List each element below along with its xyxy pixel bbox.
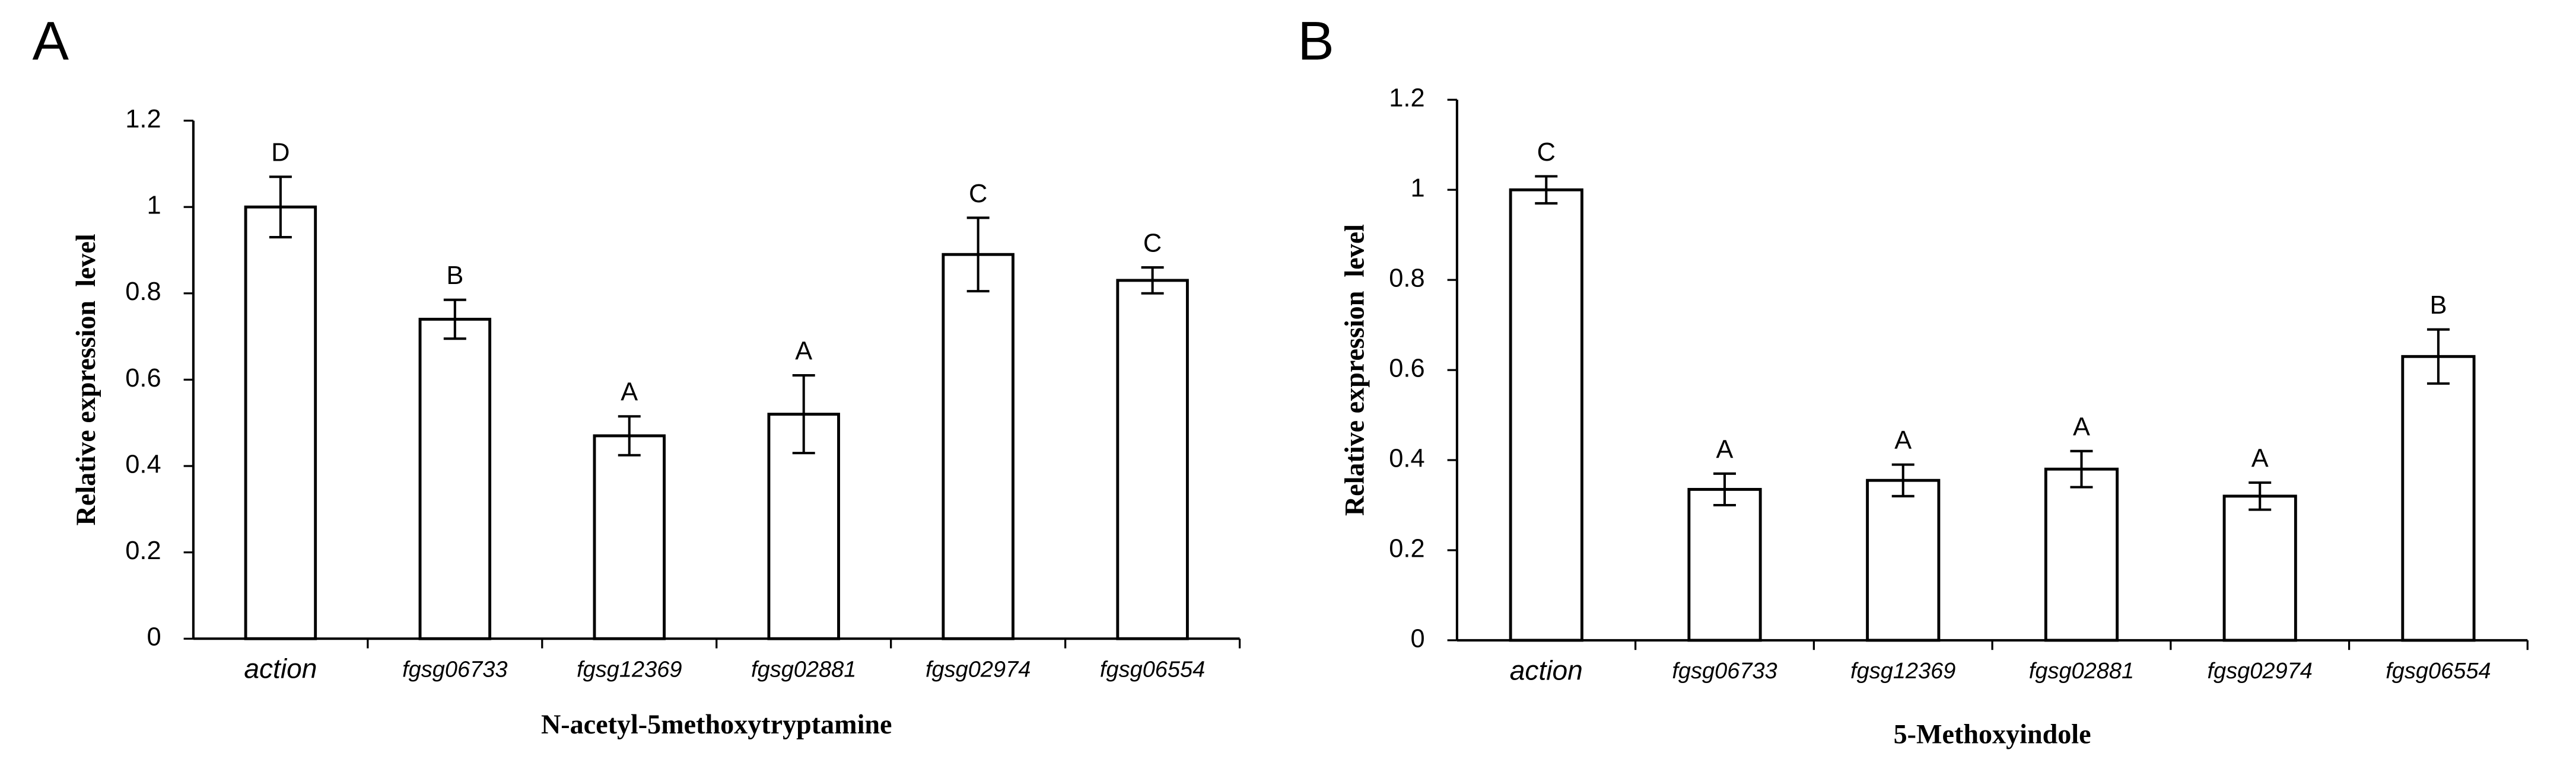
panel-label: A bbox=[33, 9, 69, 71]
bar bbox=[1116, 279, 1189, 640]
y-tick-label: 0.8 bbox=[1389, 264, 1424, 293]
significance-letter: C bbox=[1537, 138, 1556, 167]
significance-letter: A bbox=[1894, 426, 1912, 455]
significance-letter: A bbox=[1716, 435, 1734, 464]
x-tick-label: fgsg02974 bbox=[926, 658, 1031, 682]
significance-letter: A bbox=[795, 337, 812, 366]
x-tick-label: fgsg02881 bbox=[2029, 659, 2134, 684]
bar bbox=[1866, 478, 1941, 642]
y-tick-label: 0.4 bbox=[125, 450, 161, 478]
significance-letter: B bbox=[446, 261, 463, 290]
bar bbox=[2401, 355, 2476, 642]
x-axis-title: N-acetyl-5methoxytryptamine bbox=[541, 709, 892, 739]
x-tick-label: fgsg06733 bbox=[1672, 659, 1777, 684]
bar bbox=[1687, 487, 1762, 642]
significance-letter: B bbox=[2429, 291, 2447, 320]
significance-letter: A bbox=[2073, 413, 2090, 441]
bar bbox=[593, 434, 666, 640]
y-tick-label: 1 bbox=[147, 192, 161, 220]
x-tick-label: fgsg02881 bbox=[751, 658, 856, 682]
x-tick-label: fgsg12369 bbox=[1850, 659, 1955, 684]
x-tick-label: fgsg02974 bbox=[2208, 659, 2313, 684]
y-tick-label: 0.6 bbox=[125, 364, 161, 393]
y-tick-label: 0.2 bbox=[125, 537, 161, 565]
y-axis-title: Relative expression level bbox=[71, 234, 101, 525]
y-tick-label: 0 bbox=[147, 623, 161, 652]
y-tick-label: 0.6 bbox=[1389, 355, 1424, 383]
y-tick-label: 0.2 bbox=[1389, 534, 1424, 563]
y-tick-label: 1.2 bbox=[1389, 84, 1424, 113]
x-tick-label: action bbox=[244, 653, 317, 684]
x-axis-title: 5-Methoxyindole bbox=[1894, 719, 2091, 749]
y-tick-label: 1.2 bbox=[125, 105, 161, 133]
bar bbox=[942, 253, 1015, 640]
significance-letter: A bbox=[621, 378, 638, 407]
y-tick-label: 0 bbox=[1410, 624, 1424, 653]
x-tick-label: fgsg06733 bbox=[402, 658, 507, 682]
x-tick-label: action bbox=[1510, 655, 1583, 685]
y-axis-title: Relative expression level bbox=[1339, 224, 1369, 516]
bar bbox=[418, 317, 492, 640]
x-tick-label: fgsg12369 bbox=[577, 658, 682, 682]
bar bbox=[1509, 188, 1583, 642]
y-tick-label: 0.4 bbox=[1389, 444, 1424, 473]
bar bbox=[2222, 494, 2297, 642]
significance-letter: A bbox=[2251, 444, 2269, 473]
bar bbox=[2044, 467, 2119, 642]
significance-letter: D bbox=[271, 139, 290, 167]
y-tick-label: 1 bbox=[1410, 174, 1424, 203]
bar bbox=[244, 205, 317, 640]
y-tick-label: 0.8 bbox=[125, 277, 161, 306]
significance-letter: C bbox=[1143, 229, 1162, 258]
significance-letter: C bbox=[969, 180, 987, 208]
x-tick-label: fgsg06554 bbox=[1100, 658, 1205, 682]
x-tick-label: fgsg06554 bbox=[2386, 659, 2491, 684]
panel-label: B bbox=[1297, 9, 1334, 71]
